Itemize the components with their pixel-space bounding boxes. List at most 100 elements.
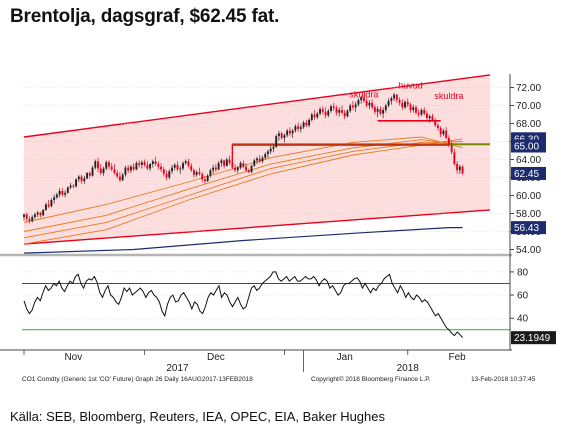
candle-body [379, 109, 382, 114]
candle-body [256, 158, 258, 161]
candle-body [310, 114, 313, 120]
candle-body [313, 114, 316, 118]
candle-body [198, 172, 201, 174]
candle-body [431, 116, 434, 120]
pattern-label: skuldra [349, 89, 378, 99]
y-tick-label: 58.00 [516, 209, 541, 220]
candle-body [269, 148, 272, 152]
candle-body [395, 94, 398, 101]
candle-body [458, 166, 461, 171]
candle-body [294, 126, 297, 131]
candle-body [77, 176, 80, 180]
candle-body [179, 168, 182, 170]
candle-body [220, 160, 223, 164]
candle-body [143, 162, 146, 165]
candle-body [66, 187, 69, 193]
pattern-annotations: skuldra huvud skuldra [349, 80, 463, 101]
rsi-tick-label: 60 [517, 291, 529, 302]
candle-body [360, 97, 363, 101]
price-label-box [511, 139, 546, 153]
candle-body [390, 98, 393, 101]
price-label-box [511, 166, 546, 180]
candle-body [25, 214, 28, 219]
candle-body [39, 212, 42, 216]
candle-body [247, 170, 250, 173]
footer-left: CO1 Comdty (Generic 1st 'CO' Future) Gra… [22, 376, 253, 383]
candle-body [203, 179, 206, 182]
candle-body [456, 164, 459, 171]
candle-body [365, 101, 368, 106]
candle-body [461, 166, 464, 174]
candle-body [368, 102, 371, 106]
candle-body [99, 168, 102, 173]
candle-body [58, 191, 61, 195]
candle-body [362, 97, 365, 101]
ma-line [23, 136, 463, 223]
candle-body [299, 127, 302, 129]
candle-body [288, 130, 291, 134]
candle-body [36, 212, 39, 215]
candle-body [426, 113, 428, 119]
candle-body [357, 100, 360, 105]
candle-body [275, 136, 278, 147]
candle-body [239, 163, 242, 168]
candle-body [250, 165, 253, 173]
rsi-line [23, 271, 463, 338]
candle-body [382, 110, 385, 114]
candle-body [373, 107, 376, 112]
candle-body [338, 110, 341, 113]
candle-body [242, 163, 245, 167]
candle-body [102, 168, 105, 173]
candle-body [283, 135, 286, 138]
candle-body [401, 102, 404, 108]
candle-body [121, 174, 124, 181]
footer-center: Copyright© 2018 Bloomberg Finance L.P. [311, 375, 431, 383]
x-tick-label: Nov [64, 352, 82, 363]
price-label-box [511, 221, 546, 235]
candle-body [297, 126, 300, 129]
candle-body [450, 145, 453, 153]
price-label: 56.43 [514, 223, 539, 234]
candle-body [349, 105, 352, 111]
rsi-y-axis: 40 60 80 23.1949 [510, 267, 556, 345]
candle-body [212, 167, 215, 171]
candle-body [75, 179, 78, 187]
y-tick-label: 60.00 [516, 191, 541, 202]
candle-body [308, 119, 311, 126]
candle-body [439, 128, 442, 135]
candle-body [138, 163, 141, 165]
candle-body [31, 217, 34, 221]
candle-body [47, 204, 50, 207]
candle-body [113, 169, 116, 173]
candle-body [445, 130, 448, 138]
candle-body [231, 163, 234, 168]
candle-body [305, 122, 308, 126]
candle-body [223, 160, 226, 166]
candle-body [327, 110, 330, 116]
candle-body [371, 102, 374, 108]
candle-body [332, 106, 335, 109]
candle-body [140, 162, 143, 165]
candle-body [209, 170, 212, 176]
candle-body [146, 164, 149, 169]
candle-body [236, 167, 239, 171]
candle-body [165, 173, 168, 178]
candle-body [42, 209, 45, 216]
candle-body [214, 167, 217, 170]
ma-line [23, 139, 463, 232]
candle-body [409, 104, 412, 110]
candle-body [50, 200, 53, 207]
candle-body [412, 107, 415, 110]
candle-body [346, 110, 349, 117]
candle-body [453, 152, 456, 164]
candle-body [157, 164, 160, 167]
candle-body [330, 106, 332, 111]
candle-body [376, 109, 379, 112]
source-note: Källa: SEB, Bloomberg, Reuters, IEA, OPE… [10, 409, 386, 424]
candle-body [321, 109, 324, 112]
candle-body [173, 164, 176, 168]
candle-body [28, 218, 31, 221]
candle-body [187, 161, 190, 166]
candle-body [69, 185, 72, 188]
